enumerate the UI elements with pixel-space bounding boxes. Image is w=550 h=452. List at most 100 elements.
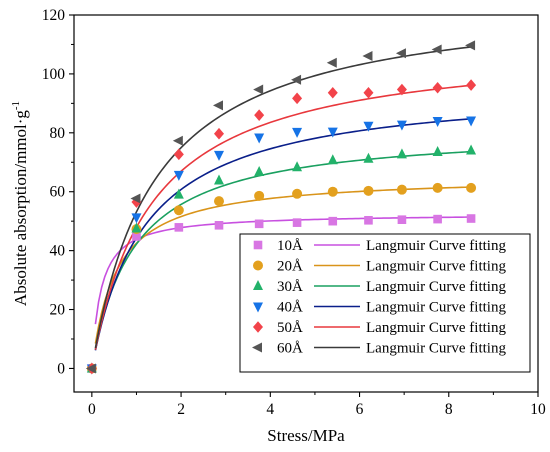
data-point	[363, 185, 374, 196]
data-point	[214, 150, 224, 161]
fit-line	[94, 216, 472, 325]
x-tick-label: 8	[445, 401, 453, 418]
y-tick-label: 0	[57, 360, 65, 377]
legend-marker	[253, 260, 263, 271]
data-point	[291, 74, 302, 85]
data-point	[432, 182, 443, 193]
fit-line	[94, 84, 472, 350]
legend-box	[239, 233, 531, 373]
data-point	[396, 83, 407, 96]
legend-items: 10Å Langmuir Curve fitting 20Å Langmuir Cur…	[252, 238, 506, 357]
data-point	[466, 214, 476, 223]
x-tick-label: 6	[356, 401, 364, 418]
data-point	[396, 148, 407, 159]
data-point	[327, 154, 338, 165]
data-point	[214, 196, 224, 207]
data-point	[254, 109, 265, 121]
legend: 10Å Langmuir Curve fitting 20Å Langmuir Cur…	[239, 233, 531, 373]
data-point	[254, 133, 265, 144]
data-point	[254, 219, 264, 229]
data-point	[466, 116, 477, 127]
legend-fit-label: Langmuir Curve fitting	[366, 320, 506, 336]
data-point	[433, 214, 442, 224]
x-tick-label: 0	[88, 401, 96, 418]
legend-marker	[253, 302, 263, 313]
data-point	[363, 86, 374, 99]
legend-marker	[253, 240, 263, 250]
x-tick-label: 10	[530, 401, 546, 418]
y-axis-title-main: Absolute absorption/mmol·g	[11, 110, 30, 306]
data-point	[466, 182, 477, 193]
y-axis-title-group: Absolute absorption/mmol·g-1	[10, 101, 30, 306]
data-point	[465, 40, 476, 51]
legend-series-name: 10Å	[277, 238, 303, 254]
legend-series-name: 20Å	[277, 259, 303, 275]
data-point	[466, 144, 477, 155]
y-tick-label: 40	[50, 243, 66, 260]
data-point	[432, 145, 443, 156]
data-point	[292, 161, 303, 172]
data-point	[173, 148, 184, 161]
legend-series-name: 60Å	[277, 341, 303, 357]
legend-fit-label: Langmuir Curve fitting	[366, 238, 506, 254]
data-point	[327, 127, 338, 138]
data-point	[292, 218, 302, 227]
fit-line	[94, 186, 472, 344]
y-tick-label: 100	[42, 66, 66, 83]
data-point	[395, 48, 406, 59]
data-point	[254, 165, 265, 176]
plot-area	[73, 14, 539, 393]
data-point	[292, 188, 303, 199]
data-point	[131, 213, 142, 224]
y-axis-title: Absolute absorption/mmol·g-1	[10, 101, 30, 306]
data-point	[254, 190, 265, 201]
legend-fit-label: Langmuir Curve fitting	[366, 341, 506, 357]
legend-fit-label: Langmuir Curve fitting	[366, 279, 506, 295]
data-point	[396, 184, 407, 195]
x-axis-title: Stress/MPa	[267, 426, 345, 445]
data-point	[213, 100, 223, 111]
data-point	[174, 223, 184, 232]
data-point	[214, 174, 224, 185]
fit-line	[94, 117, 472, 351]
y-tick-label: 120	[42, 7, 66, 24]
data-point	[432, 81, 443, 94]
data-point	[173, 205, 184, 216]
data-point	[328, 216, 338, 226]
data-point	[131, 222, 142, 233]
data-point	[173, 188, 184, 199]
y-tick-label: 80	[50, 125, 66, 142]
data-point	[173, 170, 184, 181]
data-point	[85, 363, 96, 374]
fit-line	[94, 150, 472, 350]
x-tick-label: 2	[177, 401, 185, 418]
data-point	[326, 57, 337, 68]
data-point	[327, 86, 338, 99]
data-point	[364, 215, 373, 225]
data-point	[363, 121, 374, 132]
y-axis-title-superscript: -1	[10, 101, 22, 110]
x-tick-label: 4	[266, 401, 274, 418]
data-point	[396, 120, 407, 131]
data-point	[132, 232, 141, 241]
data-point	[432, 117, 443, 128]
data-point	[214, 127, 224, 140]
legend-marker	[253, 280, 263, 290]
data-point	[292, 92, 303, 105]
data-point	[172, 135, 183, 146]
data-point	[327, 186, 338, 197]
data-point	[130, 193, 141, 204]
data-point	[362, 50, 373, 61]
y-tick-label: 20	[50, 302, 66, 319]
data-point	[253, 84, 264, 95]
y-tick-label: 60	[50, 184, 66, 201]
legend-marker	[252, 342, 262, 353]
legend-series-name: 30Å	[277, 279, 303, 295]
data-point	[292, 127, 303, 138]
data-point	[363, 152, 374, 163]
x-axis: 0 2 4 6 8 10	[88, 392, 546, 418]
y-axis: 0 20 40 60 80 100 120	[42, 7, 74, 377]
markers	[85, 40, 477, 375]
legend-series-name: 40Å	[277, 300, 303, 316]
